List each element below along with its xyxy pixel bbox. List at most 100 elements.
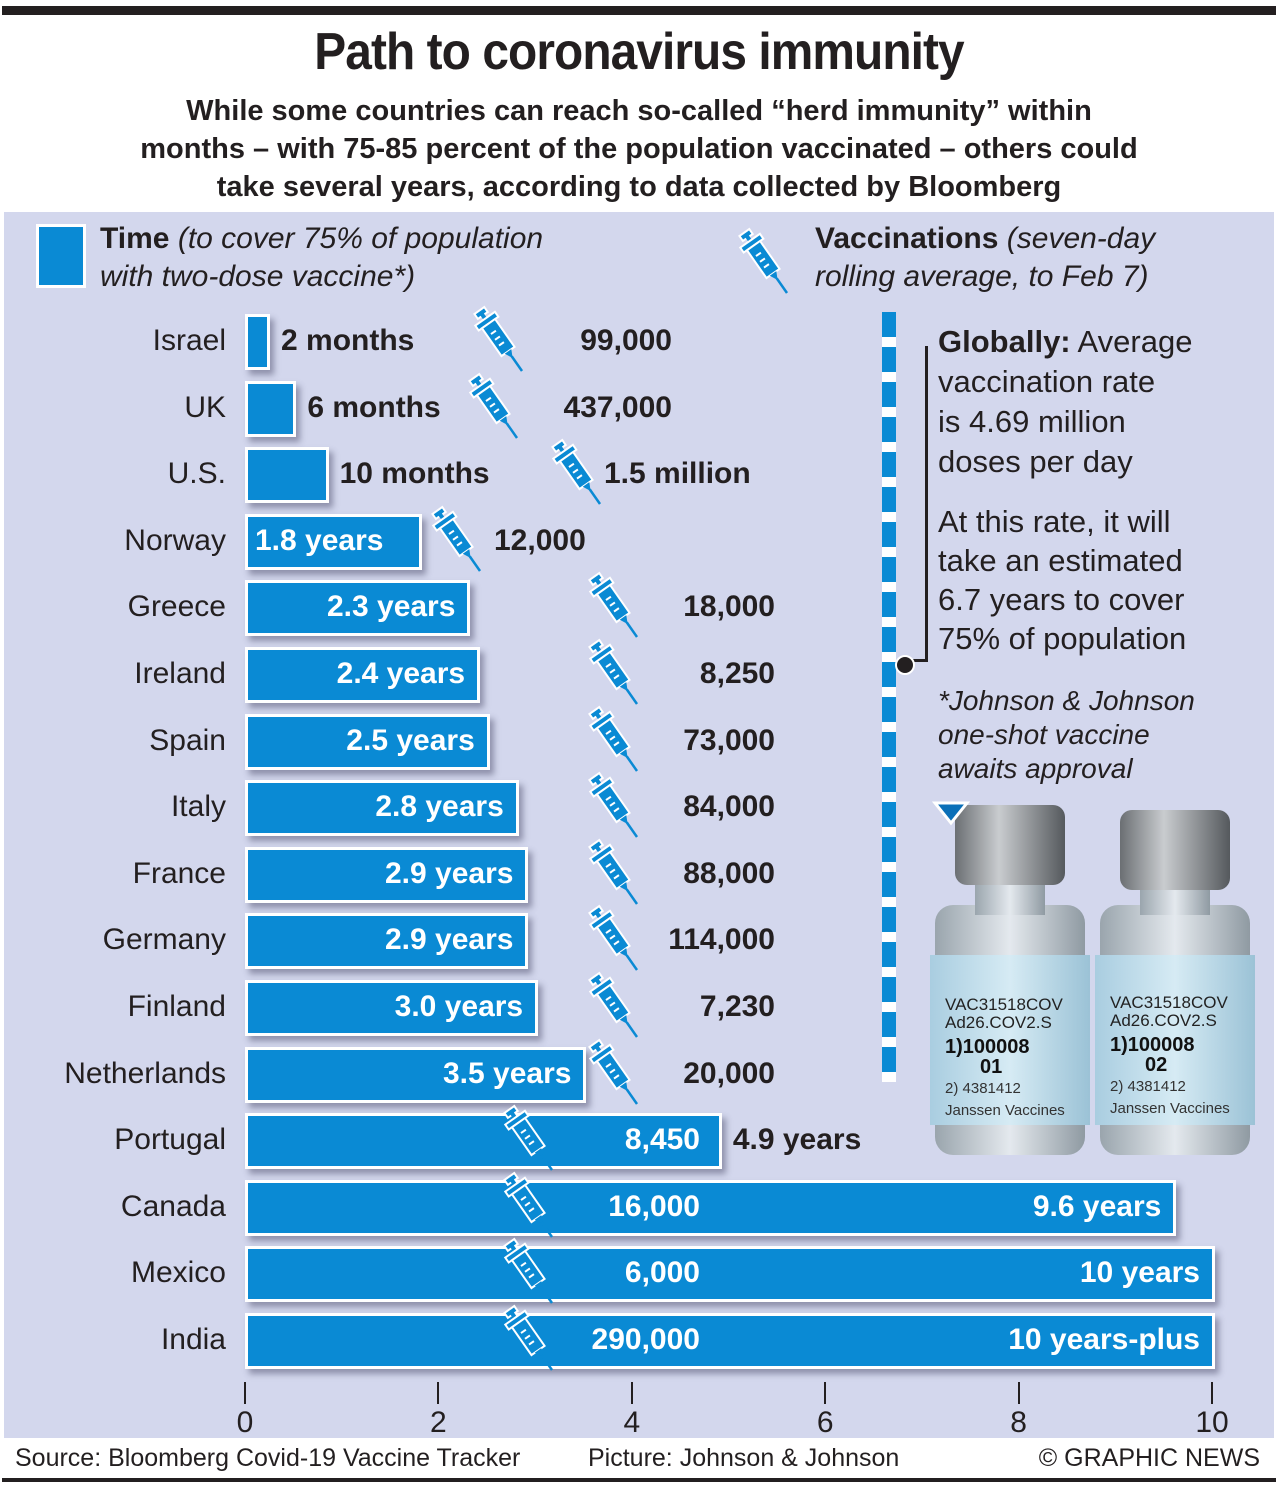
vial-label-text: Ad26.COV2.S [1110, 1011, 1217, 1030]
time-bar [245, 513, 423, 570]
vaccinations-value-label: 114,000 [668, 923, 775, 957]
time-value-label: 2.9 years [384, 923, 514, 957]
time-value-label: 3.0 years [394, 990, 524, 1023]
subtitle-line: While some countries can reach so-called… [186, 95, 1092, 127]
vial-label-text: 01 [980, 1056, 1002, 1078]
category-label: Mexico [130, 1256, 226, 1290]
estimate-text: take an estimated [938, 543, 1183, 578]
estimate-text: 6.7 years to cover [938, 582, 1185, 617]
legend-vacc-desc: rolling average, to Feb 7) [815, 260, 1149, 293]
syringe-icon [588, 905, 639, 972]
x-tick [630, 1382, 633, 1404]
vaccinations-value-label: 73,000 [683, 723, 775, 757]
vaccinations-value-label: 8,250 [699, 657, 775, 690]
x-tick [1017, 1382, 1020, 1404]
x-tick-label: 4 [623, 1406, 641, 1439]
vial-label-text: 1)100008 [945, 1036, 1030, 1058]
x-tick-label: 2 [430, 1406, 447, 1439]
bottom-rule [2, 1478, 1276, 1482]
legend-vacc-desc: (seven-day [1006, 222, 1156, 255]
globally-text: doses per day [938, 444, 1133, 479]
category-label: Greece [127, 590, 226, 624]
globally-text: vaccination rate [938, 364, 1156, 399]
globally-label: Globally: [938, 324, 1071, 359]
syringe-icon [473, 305, 524, 372]
category-label: Portugal [114, 1123, 226, 1157]
category-label: U.S. [167, 457, 226, 491]
syringe-icon [588, 705, 639, 772]
category-label: Israel [152, 324, 226, 357]
top-rule [2, 6, 1276, 15]
time-bar [245, 380, 297, 437]
time-value-label: 10 years-plus [1008, 1323, 1200, 1356]
vaccinations-value-label: 290,000 [591, 1323, 700, 1356]
syringe-icon [738, 227, 789, 294]
globally-text: is 4.69 million [938, 404, 1126, 439]
category-label: Netherlands [64, 1056, 226, 1090]
syringe-icon [588, 971, 639, 1038]
time-value-label: 3.5 years [443, 1056, 572, 1090]
legend-time: Time (to cover 75% of population with tw… [100, 220, 543, 296]
footnote-text: *Johnson & Johnson [938, 685, 1195, 716]
footnote-text: awaits approval [938, 753, 1133, 784]
annotation-connector [902, 346, 928, 662]
global-estimate-note: At this rate, it will take an estimated … [938, 502, 1268, 658]
footnote: *Johnson & Johnson one-shot vaccine awai… [938, 684, 1268, 786]
x-tick [437, 1382, 440, 1404]
time-value-label: 9.6 years [1032, 1189, 1162, 1223]
syringe-icon [503, 1304, 554, 1371]
x-tick-label: 6 [816, 1406, 834, 1439]
subtitle-line: months – with 75-85 percent of the popul… [140, 133, 1138, 165]
time-value-label: 2 months [281, 324, 415, 357]
time-value-label: 6 months [307, 390, 441, 424]
time-value-label: 4.9 years [732, 1123, 862, 1157]
category-label: Finland [127, 990, 226, 1023]
picture-credit: Picture: Johnson & Johnson [588, 1444, 900, 1472]
legend-vacc-title: Vaccinations [815, 222, 999, 255]
vaccinations-value-label: 84,000 [683, 790, 775, 824]
x-tick-label: 8 [1010, 1406, 1027, 1439]
time-value-label: 10 years [1079, 1256, 1200, 1290]
legend-vaccinations: Vaccinations (seven-day rolling average,… [815, 220, 1155, 296]
category-label: France [132, 856, 226, 890]
time-bar [245, 846, 529, 903]
time-value-label: 2.4 years [336, 657, 466, 690]
legend-time-swatch [36, 224, 86, 288]
time-bar [245, 580, 471, 637]
global-rate-note: Globally: Average vaccination rate is 4.… [938, 322, 1268, 482]
vial-label-text: Ad26.COV2.S [945, 1013, 1052, 1032]
time-value-label: 2.5 years [346, 723, 475, 757]
footnote-text: one-shot vaccine [938, 719, 1150, 750]
time-bar [245, 980, 539, 1036]
time-bar [245, 647, 481, 703]
vial-label-text: Janssen Vaccines [945, 1102, 1065, 1119]
estimate-text: 75% of population [938, 621, 1187, 656]
estimate-text: At this rate, it will [938, 504, 1171, 539]
syringe-icon [503, 1171, 554, 1238]
x-tick [244, 1382, 246, 1404]
time-value-label: 2.8 years [375, 790, 504, 824]
vaccinations-value-label: 16,000 [608, 1189, 700, 1223]
category-label: Ireland [134, 657, 226, 690]
vaccinations-value-label: 7,230 [699, 990, 775, 1023]
vial-label-text: 02 [1145, 1054, 1167, 1076]
legend-time-desc: with two-dose vaccine*) [100, 260, 416, 293]
x-tick-label: 10 [1195, 1406, 1229, 1439]
syringe-icon [588, 838, 639, 905]
category-label: Italy [170, 790, 226, 824]
category-label: UK [184, 390, 226, 424]
syringe-icon [503, 1104, 554, 1171]
vaccinations-value-label: 437,000 [563, 390, 672, 424]
vaccinations-value-label: 88,000 [683, 856, 775, 890]
time-value-label: 1.8 years [255, 523, 384, 557]
vial-label-text: VAC31518COV [945, 995, 1063, 1014]
syringe-icon [588, 1038, 639, 1105]
vaccinations-value-label: 20,000 [683, 1056, 775, 1090]
category-label: India [160, 1323, 226, 1356]
time-bar [245, 913, 529, 970]
global-average-line [882, 312, 896, 1082]
time-bar [245, 713, 490, 770]
vial-label-text: VAC31518COV [1110, 993, 1228, 1012]
vaccinations-value-label: 1.5 million [604, 457, 751, 491]
vaccinations-value-label: 12,000 [494, 523, 586, 557]
